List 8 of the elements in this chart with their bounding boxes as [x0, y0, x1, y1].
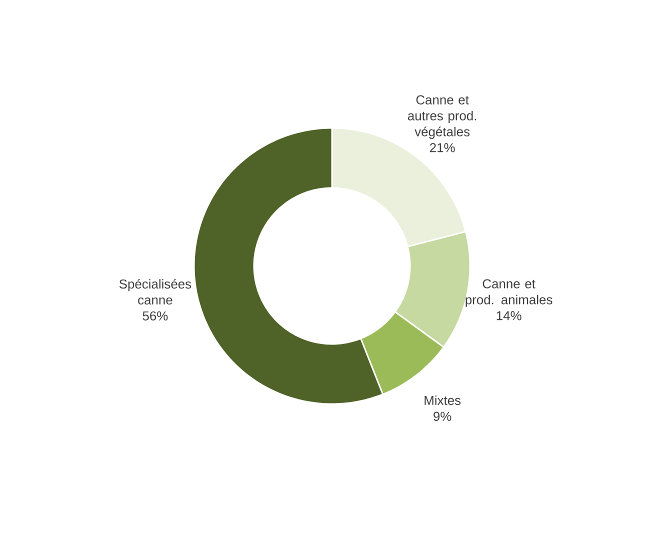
slice-label: Mixtes	[424, 395, 461, 406]
slice-label: Spécialisées canne	[119, 278, 192, 305]
data-label: 9%	[434, 412, 452, 421]
data-label: 14%	[496, 311, 522, 320]
data-label: 56%	[142, 311, 168, 320]
data-label: 21%	[430, 143, 455, 152]
slice-label: Canne et prod. animales	[466, 279, 552, 307]
slice-label: Canne et autres prod. végétales	[408, 95, 476, 139]
